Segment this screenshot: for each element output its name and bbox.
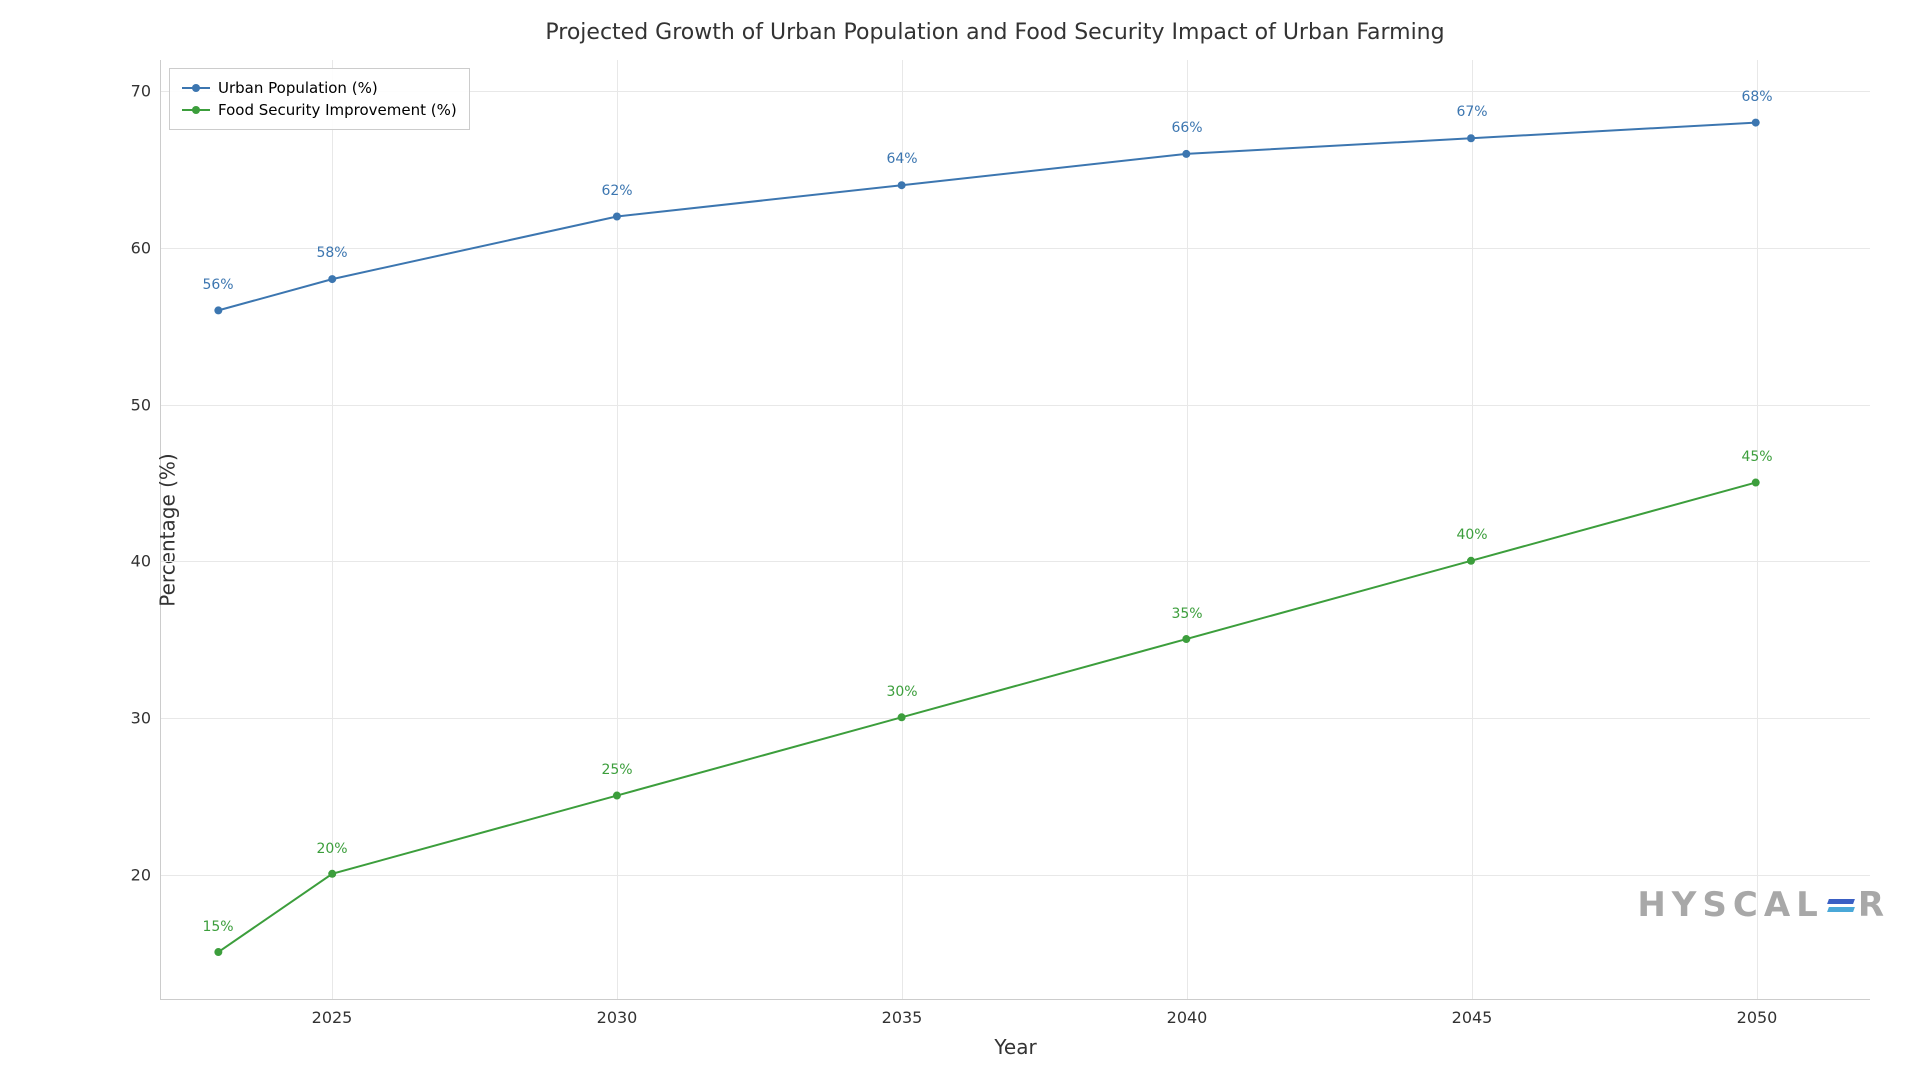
legend-marker-icon (182, 87, 210, 89)
data-marker (328, 870, 336, 878)
series-line (218, 123, 1755, 311)
x-tick-label: 2040 (1167, 1008, 1208, 1027)
data-marker (1467, 134, 1475, 142)
plot-area: Percentage (%) Year 203040506070 2025203… (160, 60, 1870, 1000)
data-point-label: 15% (202, 919, 233, 935)
data-point-label: 56% (202, 277, 233, 293)
x-tick-label: 2035 (882, 1008, 923, 1027)
y-tick-label: 70 (121, 82, 151, 101)
data-point-label: 66% (1171, 120, 1202, 136)
watermark-text-left: HYSCAL (1637, 885, 1824, 925)
y-tick-label: 60 (121, 239, 151, 258)
x-tick-label: 2025 (312, 1008, 353, 1027)
x-tick-label: 2050 (1737, 1008, 1778, 1027)
watermark-text-right: R (1858, 885, 1890, 925)
data-marker (898, 713, 906, 721)
y-tick-label: 40 (121, 552, 151, 571)
data-marker (1752, 119, 1760, 127)
watermark-logo: HYSCAL R (1637, 885, 1890, 925)
x-axis-label: Year (994, 1035, 1036, 1059)
data-marker (1467, 557, 1475, 565)
data-marker (613, 792, 621, 800)
legend-item-urban-pop: Urban Population (%) (182, 77, 457, 99)
data-point-label: 40% (1456, 527, 1487, 543)
x-tick-label: 2030 (597, 1008, 638, 1027)
data-point-label: 35% (1171, 606, 1202, 622)
legend-item-food-security: Food Security Improvement (%) (182, 99, 457, 121)
data-marker (1752, 479, 1760, 487)
data-point-label: 20% (316, 841, 347, 857)
data-point-label: 30% (886, 684, 917, 700)
data-marker (1182, 635, 1190, 643)
legend: Urban Population (%) Food Security Impro… (169, 68, 470, 130)
data-point-label: 62% (601, 183, 632, 199)
data-point-label: 45% (1741, 449, 1772, 465)
y-tick-label: 20 (121, 865, 151, 884)
data-point-label: 58% (316, 245, 347, 261)
legend-label: Urban Population (%) (218, 79, 378, 97)
chart-title: Projected Growth of Urban Population and… (100, 20, 1890, 45)
data-point-label: 64% (886, 151, 917, 167)
data-point-label: 67% (1456, 104, 1487, 120)
data-point-label: 25% (601, 762, 632, 778)
y-tick-label: 30 (121, 709, 151, 728)
x-tick-label: 2045 (1452, 1008, 1493, 1027)
line-chart-svg (161, 60, 1870, 999)
data-marker (328, 275, 336, 283)
legend-marker-icon (182, 109, 210, 111)
data-marker (214, 306, 222, 314)
legend-label: Food Security Improvement (%) (218, 101, 457, 119)
watermark-bars-icon (1828, 899, 1854, 912)
data-marker (613, 213, 621, 221)
series-line (218, 483, 1755, 953)
data-marker (1182, 150, 1190, 158)
data-marker (214, 948, 222, 956)
data-point-label: 68% (1741, 89, 1772, 105)
data-marker (898, 181, 906, 189)
y-tick-label: 50 (121, 395, 151, 414)
chart-container: Projected Growth of Urban Population and… (100, 20, 1890, 1060)
